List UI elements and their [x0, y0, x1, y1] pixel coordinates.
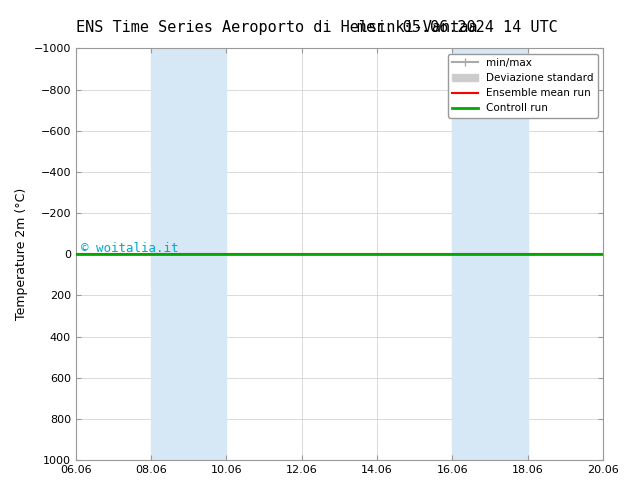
- Text: ENS Time Series Aeroporto di Helsinki-Vantaa: ENS Time Series Aeroporto di Helsinki-Va…: [76, 20, 477, 35]
- Text: © woitalia.it: © woitalia.it: [81, 242, 179, 255]
- Bar: [453, 49, 527, 460]
- Bar: [151, 49, 226, 460]
- Legend: min/max, Deviazione standard, Ensemble mean run, Controll run: min/max, Deviazione standard, Ensemble m…: [448, 53, 598, 118]
- Text: mer. 05.06.2024 14 UTC: mer. 05.06.2024 14 UTC: [357, 20, 558, 35]
- Y-axis label: Temperature 2m (°C): Temperature 2m (°C): [15, 188, 28, 320]
